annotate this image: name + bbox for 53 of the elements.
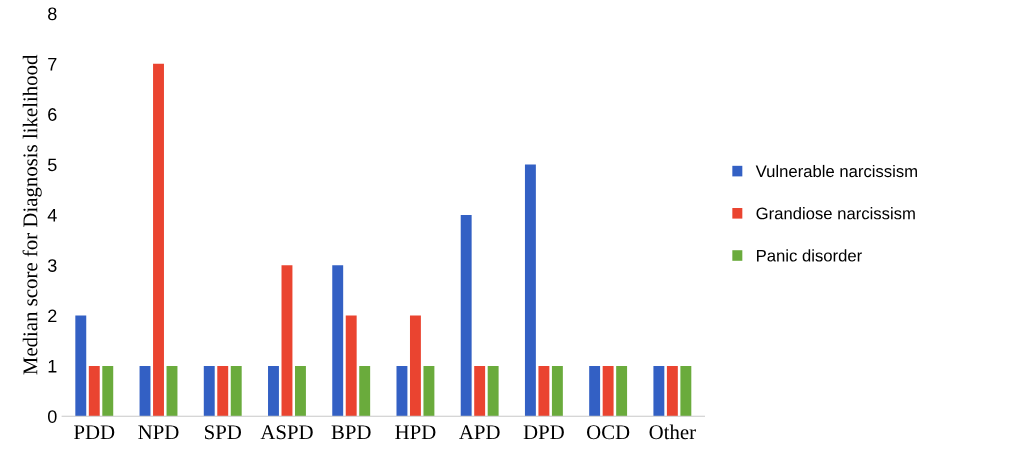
x-tick-label: HPD xyxy=(395,425,436,440)
legend-label: Panic disorder xyxy=(757,249,862,262)
bar xyxy=(268,365,279,417)
bar xyxy=(153,63,164,417)
x-tick-label: DPD xyxy=(523,425,564,440)
bar xyxy=(332,265,344,417)
y-tick-label: 1 xyxy=(48,360,57,373)
bar xyxy=(166,365,178,417)
y-tick-label: 8 xyxy=(48,7,57,21)
bar xyxy=(666,365,678,417)
bar xyxy=(295,365,306,417)
bar xyxy=(653,365,665,417)
x-tick-label: APD xyxy=(459,425,500,440)
legend-label: Vulnerable narcissism xyxy=(755,164,917,178)
x-tick-label: Other xyxy=(649,424,696,440)
bar xyxy=(281,265,293,417)
bar xyxy=(423,365,435,417)
bar xyxy=(602,365,614,417)
x-tick-label: PDD xyxy=(74,425,115,440)
bar xyxy=(551,365,563,417)
bar xyxy=(139,365,151,417)
bar xyxy=(474,365,486,417)
bar xyxy=(345,315,357,417)
y-tick-label: 6 xyxy=(48,108,57,121)
x-tick-label: BPD xyxy=(331,425,371,440)
y-tick-label: 2 xyxy=(48,309,57,323)
bar xyxy=(680,365,692,417)
bar xyxy=(203,365,215,417)
bar xyxy=(359,365,371,417)
bar xyxy=(538,365,550,417)
y-tick-label: 0 xyxy=(47,410,57,423)
bar xyxy=(487,365,499,417)
x-tick-label: OCD xyxy=(586,425,630,440)
bar xyxy=(589,365,601,417)
bar xyxy=(409,315,421,417)
y-tick-label: 4 xyxy=(47,209,57,222)
bar xyxy=(524,164,536,417)
x-tick-label: ASPD xyxy=(260,425,313,440)
bar xyxy=(217,365,229,417)
y-tick-label: 3 xyxy=(47,259,57,272)
bar xyxy=(102,365,114,417)
y-tick-label: 7 xyxy=(48,57,57,71)
bar xyxy=(230,365,242,417)
legend-label: Grandiose narcissism xyxy=(756,207,915,220)
x-tick-label: SPD xyxy=(205,425,242,440)
bar xyxy=(460,214,472,417)
bar xyxy=(75,315,87,417)
bar xyxy=(396,365,408,417)
bar xyxy=(88,365,100,417)
bar xyxy=(616,365,628,417)
y-axis-title: Median score for Diagnosis likelihood xyxy=(22,54,42,375)
y-tick-label: 5 xyxy=(47,158,57,172)
x-tick-label: NPD xyxy=(138,425,179,440)
